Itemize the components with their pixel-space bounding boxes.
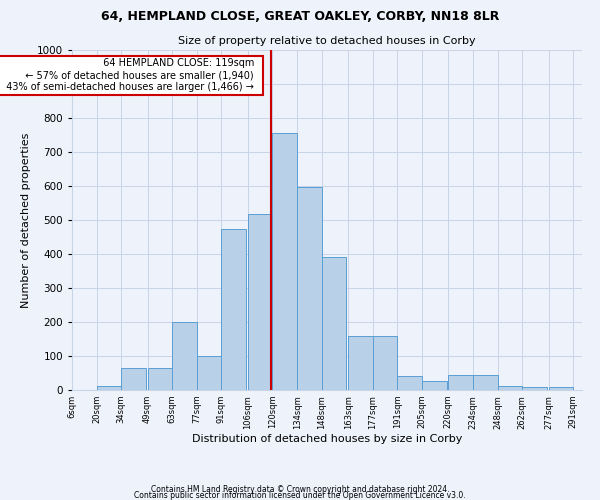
Bar: [221, 229, 246, 390]
Bar: [248, 214, 272, 390]
Text: Contains public sector information licensed under the Open Government Licence v3: Contains public sector information licen…: [134, 490, 466, 500]
Bar: [473, 376, 497, 390]
Bar: [497, 386, 522, 390]
Y-axis label: Number of detached properties: Number of detached properties: [21, 132, 31, 308]
Bar: [548, 388, 573, 390]
Text: Contains HM Land Registry data © Crown copyright and database right 2024.: Contains HM Land Registry data © Crown c…: [151, 485, 449, 494]
Bar: [197, 356, 221, 390]
Bar: [148, 368, 172, 390]
Text: 64, HEMPLAND CLOSE, GREAT OAKLEY, CORBY, NN18 8LR: 64, HEMPLAND CLOSE, GREAT OAKLEY, CORBY,…: [101, 10, 499, 23]
Bar: [448, 376, 473, 390]
Bar: [322, 258, 346, 390]
Bar: [121, 368, 146, 390]
X-axis label: Distribution of detached houses by size in Corby: Distribution of detached houses by size …: [192, 434, 462, 444]
Bar: [97, 386, 121, 390]
Bar: [272, 132, 297, 390]
Text: 64 HEMPLAND CLOSE: 119sqm  
  ← 57% of detached houses are smaller (1,940)  
  4: 64 HEMPLAND CLOSE: 119sqm ← 57% of detac…: [0, 58, 260, 92]
Title: Size of property relative to detached houses in Corby: Size of property relative to detached ho…: [178, 36, 476, 46]
Bar: [297, 188, 322, 390]
Bar: [422, 381, 446, 390]
Bar: [172, 322, 197, 390]
Bar: [397, 376, 422, 390]
Bar: [373, 336, 397, 390]
Bar: [348, 336, 373, 390]
Bar: [522, 388, 547, 390]
